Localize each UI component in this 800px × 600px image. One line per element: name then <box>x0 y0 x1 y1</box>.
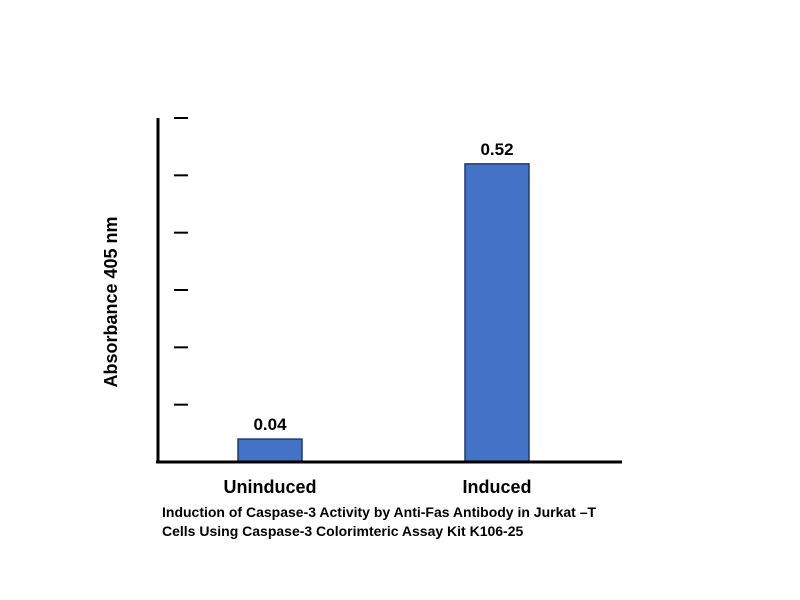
category-label-uninduced: Uninduced <box>224 477 317 497</box>
data-label-uninduced: 0.04 <box>253 415 287 434</box>
category-labels: Uninduced Induced <box>224 477 532 497</box>
bars <box>237 163 530 463</box>
y-axis-ticks <box>174 117 188 406</box>
bar-uninduced <box>237 438 303 463</box>
caption-line-1: Induction of Caspase-3 Activity by Anti-… <box>162 504 597 520</box>
data-labels: 0.04 0.52 <box>253 140 513 434</box>
category-label-induced: Induced <box>462 477 531 497</box>
y-axis-title: Absorbance 405 nm <box>101 216 121 387</box>
bar-induced <box>464 163 530 463</box>
figure-caption: Induction of Caspase-3 Activity by Anti-… <box>162 503 722 541</box>
data-label-induced: 0.52 <box>480 140 513 159</box>
caption-line-2: Cells Using Caspase-3 Colorimteric Assay… <box>162 523 524 539</box>
